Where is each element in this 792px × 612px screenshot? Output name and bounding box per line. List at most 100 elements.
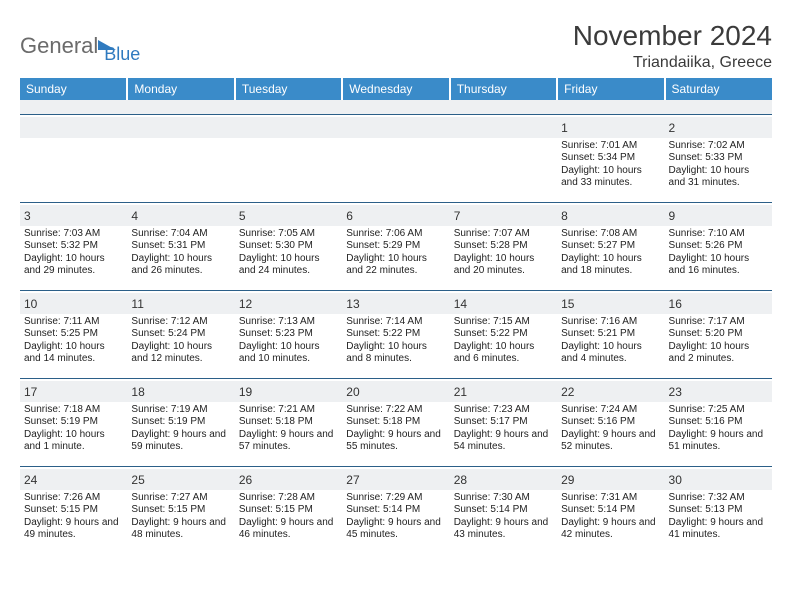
daynum-bar: 15: [557, 293, 664, 314]
daynum-bar: 7: [450, 205, 557, 226]
daynum-bar: 29: [557, 469, 664, 490]
day-number: 9: [669, 209, 676, 223]
day-cell: 15Sunrise: 7:16 AMSunset: 5:21 PMDayligh…: [557, 290, 664, 378]
day-number: 27: [346, 473, 359, 487]
daynum-bar: 19: [235, 381, 342, 402]
calendar-week-row: 3Sunrise: 7:03 AMSunset: 5:32 PMDaylight…: [20, 202, 772, 290]
sunrise-text: Sunrise: 7:06 AM: [346, 228, 445, 241]
sunset-text: Sunset: 5:22 PM: [346, 328, 445, 341]
daylight-text: Daylight: 9 hours and 52 minutes.: [561, 429, 660, 454]
day-cell: 14Sunrise: 7:15 AMSunset: 5:22 PMDayligh…: [450, 290, 557, 378]
daynum-bar: 4: [127, 205, 234, 226]
calendar-week-row: 1Sunrise: 7:01 AMSunset: 5:34 PMDaylight…: [20, 114, 772, 202]
daylight-text: Daylight: 10 hours and 18 minutes.: [561, 253, 660, 278]
sunrise-text: Sunrise: 7:23 AM: [454, 404, 553, 417]
daylight-text: Daylight: 9 hours and 48 minutes.: [131, 517, 230, 542]
sunset-text: Sunset: 5:32 PM: [24, 240, 123, 253]
daynum-bar: 22: [557, 381, 664, 402]
day-number: 1: [561, 121, 568, 135]
daylight-text: Daylight: 9 hours and 49 minutes.: [24, 517, 123, 542]
daynum-bar: 14: [450, 293, 557, 314]
daylight-text: Daylight: 9 hours and 59 minutes.: [131, 429, 230, 454]
weekday-header: Wednesday: [342, 78, 449, 100]
day-cell: 8Sunrise: 7:08 AMSunset: 5:27 PMDaylight…: [557, 202, 664, 290]
sunset-text: Sunset: 5:27 PM: [561, 240, 660, 253]
day-number: 14: [454, 297, 467, 311]
daynum-bar: 13: [342, 293, 449, 314]
daylight-text: Daylight: 9 hours and 41 minutes.: [669, 517, 768, 542]
month-title: November 2024: [573, 20, 772, 52]
sunrise-text: Sunrise: 7:08 AM: [561, 228, 660, 241]
day-cell: 24Sunrise: 7:26 AMSunset: 5:15 PMDayligh…: [20, 466, 127, 554]
day-number: 24: [24, 473, 37, 487]
sunrise-text: Sunrise: 7:05 AM: [239, 228, 338, 241]
sunset-text: Sunset: 5:14 PM: [346, 504, 445, 517]
daylight-text: Daylight: 9 hours and 46 minutes.: [239, 517, 338, 542]
sunset-text: Sunset: 5:16 PM: [669, 416, 768, 429]
day-cell: 5 Sunrise: 7:05 AMSunset: 5:30 PMDaylight…: [235, 202, 342, 290]
daylight-text: Daylight: 9 hours and 42 minutes.: [561, 517, 660, 542]
daynum-bar-empty: [127, 117, 234, 138]
daylight-text: Daylight: 10 hours and 24 minutes.: [239, 253, 338, 278]
logo-text-general: General: [20, 33, 98, 59]
daylight-text: Daylight: 10 hours and 29 minutes.: [24, 253, 123, 278]
day-cell: 26Sunrise: 7:28 AMSunset: 5:15 PMDayligh…: [235, 466, 342, 554]
day-cell: 10Sunrise: 7:11 AMSunset: 5:25 PMDayligh…: [20, 290, 127, 378]
day-number: 20: [346, 385, 359, 399]
daynum-bar: 24: [20, 469, 127, 490]
sunset-text: Sunset: 5:16 PM: [561, 416, 660, 429]
daylight-text: Daylight: 10 hours and 4 minutes.: [561, 341, 660, 366]
sunrise-text: Sunrise: 7:16 AM: [561, 316, 660, 329]
day-cell: 13Sunrise: 7:14 AMSunset: 5:22 PMDayligh…: [342, 290, 449, 378]
daylight-text: Daylight: 10 hours and 6 minutes.: [454, 341, 553, 366]
logo-text-blue: Blue: [104, 26, 140, 65]
day-number: 4: [131, 209, 138, 223]
daynum-bar: 11: [127, 293, 234, 314]
daynum-bar: 5: [235, 205, 342, 226]
day-cell: 11Sunrise: 7:12 AMSunset: 5:24 PMDayligh…: [127, 290, 234, 378]
day-number: 13: [346, 297, 359, 311]
day-cell: 23Sunrise: 7:25 AMSunset: 5:16 PMDayligh…: [665, 378, 772, 466]
empty-cell: [127, 114, 234, 202]
daylight-text: Daylight: 10 hours and 33 minutes.: [561, 165, 660, 190]
daynum-bar: 1: [557, 117, 664, 138]
day-number: 5: [239, 209, 246, 223]
day-number: 28: [454, 473, 467, 487]
sunrise-text: Sunrise: 7:28 AM: [239, 492, 338, 505]
daylight-text: Daylight: 9 hours and 51 minutes.: [669, 429, 768, 454]
day-cell: 6Sunrise: 7:06 AMSunset: 5:29 PMDaylight…: [342, 202, 449, 290]
day-cell: 16Sunrise: 7:17 AMSunset: 5:20 PMDayligh…: [665, 290, 772, 378]
weekday-row: SundayMondayTuesdayWednesdayThursdayFrid…: [20, 78, 772, 100]
weekday-header: Sunday: [20, 78, 127, 100]
daylight-text: Daylight: 9 hours and 57 minutes.: [239, 429, 338, 454]
sunset-text: Sunset: 5:20 PM: [669, 328, 768, 341]
daynum-bar: 10: [20, 293, 127, 314]
sunset-text: Sunset: 5:23 PM: [239, 328, 338, 341]
weekday-header: Monday: [127, 78, 234, 100]
day-number: 30: [669, 473, 682, 487]
sunrise-text: Sunrise: 7:04 AM: [131, 228, 230, 241]
day-number: 17: [24, 385, 37, 399]
sunrise-text: Sunrise: 7:15 AM: [454, 316, 553, 329]
daynum-bar: 18: [127, 381, 234, 402]
day-cell: 29Sunrise: 7:31 AMSunset: 5:14 PMDayligh…: [557, 466, 664, 554]
day-number: 3: [24, 209, 31, 223]
daylight-text: Daylight: 10 hours and 2 minutes.: [669, 341, 768, 366]
sunset-text: Sunset: 5:14 PM: [454, 504, 553, 517]
day-number: 26: [239, 473, 252, 487]
daynum-bar: 6: [342, 205, 449, 226]
day-number: 6: [346, 209, 353, 223]
daynum-bar-empty: [235, 117, 342, 138]
day-cell: 17Sunrise: 7:18 AMSunset: 5:19 PMDayligh…: [20, 378, 127, 466]
calendar-head: SundayMondayTuesdayWednesdayThursdayFrid…: [20, 78, 772, 100]
daynum-bar: 30: [665, 469, 772, 490]
sunset-text: Sunset: 5:30 PM: [239, 240, 338, 253]
daylight-text: Daylight: 9 hours and 55 minutes.: [346, 429, 445, 454]
sunrise-text: Sunrise: 7:19 AM: [131, 404, 230, 417]
sunset-text: Sunset: 5:19 PM: [131, 416, 230, 429]
spacer-row: [20, 100, 772, 114]
sunset-text: Sunset: 5:15 PM: [24, 504, 123, 517]
daynum-bar: 28: [450, 469, 557, 490]
sunrise-text: Sunrise: 7:24 AM: [561, 404, 660, 417]
sunrise-text: Sunrise: 7:27 AM: [131, 492, 230, 505]
